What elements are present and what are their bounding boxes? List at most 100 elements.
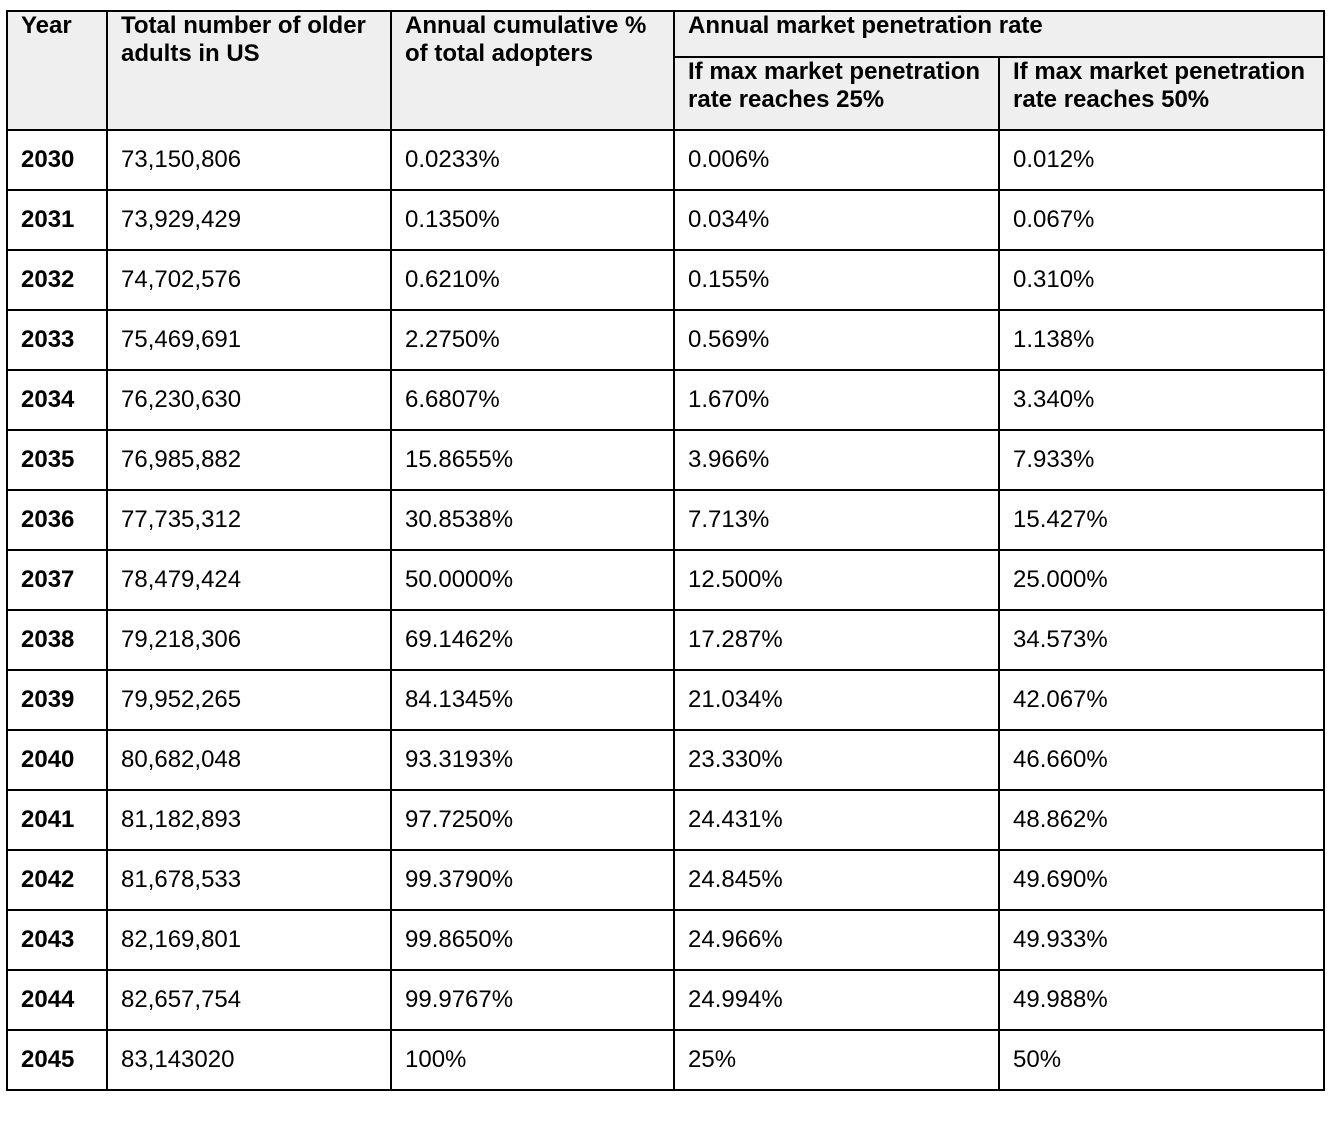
penetration-50-cell: 1.138% bbox=[998, 309, 1325, 371]
cumulative-cell: 6.6807% bbox=[390, 369, 675, 431]
cumulative-cell: 99.3790% bbox=[390, 849, 675, 911]
total-adults-cell: 82,169,801 bbox=[106, 909, 392, 971]
table-row: 2030 73,150,806 0.0233% 0.006% 0.012% bbox=[6, 129, 1325, 191]
penetration-50-cell: 3.340% bbox=[998, 369, 1325, 431]
penetration-25-cell: 0.155% bbox=[673, 249, 1000, 311]
penetration-25-cell: 21.034% bbox=[673, 669, 1000, 731]
table-row: 2043 82,169,801 99.8650% 24.966% 49.933% bbox=[6, 909, 1325, 971]
year-cell: 2034 bbox=[6, 369, 108, 431]
year-cell: 2041 bbox=[6, 789, 108, 851]
total-adults-cell: 77,735,312 bbox=[106, 489, 392, 551]
cumulative-cell: 99.9767% bbox=[390, 969, 675, 1031]
penetration-50-cell: 49.933% bbox=[998, 909, 1325, 971]
total-adults-cell: 74,702,576 bbox=[106, 249, 392, 311]
cumulative-header: Annual cumulative % of total adopters bbox=[390, 10, 675, 131]
year-cell: 2045 bbox=[6, 1029, 108, 1091]
total-adults-cell: 81,678,533 bbox=[106, 849, 392, 911]
year-cell: 2033 bbox=[6, 309, 108, 371]
penetration-25-cell: 12.500% bbox=[673, 549, 1000, 611]
total-adults-cell: 79,218,306 bbox=[106, 609, 392, 671]
table-row: 2037 78,479,424 50.0000% 12.500% 25.000% bbox=[6, 549, 1325, 611]
penetration-25-header-prefix: If max market penetration rate reaches bbox=[688, 58, 981, 113]
table-row: 2035 76,985,882 15.8655% 3.966% 7.933% bbox=[6, 429, 1325, 491]
table-row: 2036 77,735,312 30.8538% 7.713% 15.427% bbox=[6, 489, 1325, 551]
year-cell: 2032 bbox=[6, 249, 108, 311]
total-adults-cell: 76,985,882 bbox=[106, 429, 392, 491]
year-cell: 2031 bbox=[6, 189, 108, 251]
cumulative-cell: 2.2750% bbox=[390, 309, 675, 371]
penetration-25-cell: 23.330% bbox=[673, 729, 1000, 791]
penetration-25-cell: 0.006% bbox=[673, 129, 1000, 191]
table-row: 2034 76,230,630 6.6807% 1.670% 3.340% bbox=[6, 369, 1325, 431]
table-row: 2044 82,657,754 99.9767% 24.994% 49.988% bbox=[6, 969, 1325, 1031]
penetration-25-cell: 0.569% bbox=[673, 309, 1000, 371]
penetration-50-cell: 48.862% bbox=[998, 789, 1325, 851]
total-adults-header: Total number of older adults in US bbox=[106, 10, 392, 131]
table-header: Year Total number of older adults in US … bbox=[6, 10, 1325, 131]
total-adults-cell: 80,682,048 bbox=[106, 729, 392, 791]
total-adults-cell: 79,952,265 bbox=[106, 669, 392, 731]
cumulative-cell: 97.7250% bbox=[390, 789, 675, 851]
cumulative-cell: 0.0233% bbox=[390, 129, 675, 191]
penetration-50-cell: 0.012% bbox=[998, 129, 1325, 191]
penetration-50-cell: 34.573% bbox=[998, 609, 1325, 671]
header-row-top: Year Total number of older adults in US … bbox=[6, 10, 1325, 131]
cumulative-cell: 69.1462% bbox=[390, 609, 675, 671]
penetration-50-cell: 15.427% bbox=[998, 489, 1325, 551]
year-cell: 2042 bbox=[6, 849, 108, 911]
table-row: 2040 80,682,048 93.3193% 23.330% 46.660% bbox=[6, 729, 1325, 791]
penetration-50-cell: 0.067% bbox=[998, 189, 1325, 251]
header-row-sub: If max market penetration rate reaches 2… bbox=[7, 56, 1325, 131]
year-header: Year bbox=[6, 10, 108, 131]
year-cell: 2036 bbox=[6, 489, 108, 551]
penetration-rate-header: Annual market penetration rate bbox=[673, 10, 1325, 58]
penetration-25-cell: 17.287% bbox=[673, 609, 1000, 671]
total-adults-cell: 83,143020 bbox=[106, 1029, 392, 1091]
table-row: 2042 81,678,533 99.3790% 24.845% 49.690% bbox=[6, 849, 1325, 911]
penetration-50-cell: 42.067% bbox=[998, 669, 1325, 731]
year-cell: 2044 bbox=[6, 969, 108, 1031]
table-row: 2033 75,469,691 2.2750% 0.569% 1.138% bbox=[6, 309, 1325, 371]
total-adults-cell: 82,657,754 bbox=[106, 969, 392, 1031]
penetration-50-cell: 25.000% bbox=[998, 549, 1325, 611]
cumulative-cell: 0.6210% bbox=[390, 249, 675, 311]
year-cell: 2040 bbox=[6, 729, 108, 791]
penetration-25-cell: 1.670% bbox=[673, 369, 1000, 431]
cumulative-cell: 0.1350% bbox=[390, 189, 675, 251]
penetration-25-header-value: 25% bbox=[836, 86, 885, 113]
cumulative-cell: 100% bbox=[390, 1029, 675, 1091]
year-cell: 2030 bbox=[6, 129, 108, 191]
penetration-50-header-value: 50% bbox=[1161, 86, 1210, 113]
penetration-25-cell: 24.431% bbox=[673, 789, 1000, 851]
penetration-25-cell: 25% bbox=[673, 1029, 1000, 1091]
cumulative-cell: 93.3193% bbox=[390, 729, 675, 791]
penetration-25-cell: 7.713% bbox=[673, 489, 1000, 551]
penetration-50-cell: 49.690% bbox=[998, 849, 1325, 911]
year-cell: 2043 bbox=[6, 909, 108, 971]
table-row: 2039 79,952,265 84.1345% 21.034% 42.067% bbox=[6, 669, 1325, 731]
year-cell: 2035 bbox=[6, 429, 108, 491]
penetration-50-cell: 7.933% bbox=[998, 429, 1325, 491]
table-row: 2031 73,929,429 0.1350% 0.034% 0.067% bbox=[6, 189, 1325, 251]
table-row: 2041 81,182,893 97.7250% 24.431% 48.862% bbox=[6, 789, 1325, 851]
penetration-25-header: If max market penetration rate reaches 2… bbox=[673, 56, 1000, 131]
cumulative-cell: 84.1345% bbox=[390, 669, 675, 731]
table-row: 2038 79,218,306 69.1462% 17.287% 34.573% bbox=[6, 609, 1325, 671]
penetration-50-cell: 50% bbox=[998, 1029, 1325, 1091]
penetration-50-cell: 49.988% bbox=[998, 969, 1325, 1031]
total-adults-cell: 73,929,429 bbox=[106, 189, 392, 251]
cumulative-cell: 30.8538% bbox=[390, 489, 675, 551]
year-cell: 2037 bbox=[6, 549, 108, 611]
penetration-50-header-prefix: If max market penetration rate reaches bbox=[1013, 58, 1306, 113]
penetration-50-cell: 0.310% bbox=[998, 249, 1325, 311]
total-adults-cell: 76,230,630 bbox=[106, 369, 392, 431]
total-adults-cell: 73,150,806 bbox=[106, 129, 392, 191]
year-cell: 2038 bbox=[6, 609, 108, 671]
cumulative-cell: 50.0000% bbox=[390, 549, 675, 611]
total-adults-cell: 75,469,691 bbox=[106, 309, 392, 371]
total-adults-cell: 81,182,893 bbox=[106, 789, 392, 851]
year-cell: 2039 bbox=[6, 669, 108, 731]
penetration-50-header: If max market penetration rate reaches 5… bbox=[998, 56, 1325, 131]
cumulative-cell: 15.8655% bbox=[390, 429, 675, 491]
total-adults-cell: 78,479,424 bbox=[106, 549, 392, 611]
